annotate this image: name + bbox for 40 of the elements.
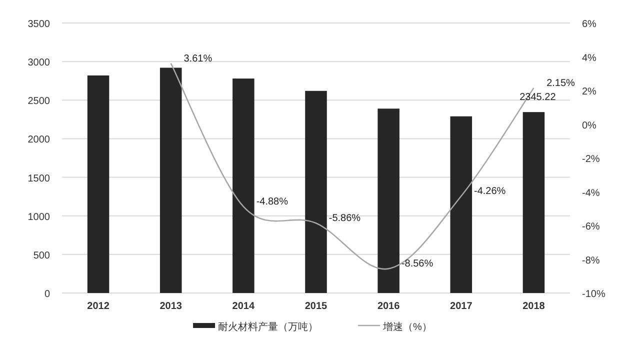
x-tick-label: 2013 [160,301,182,312]
y-tick-label: 1500 [28,173,50,184]
y-tick-label: 500 [33,250,50,262]
legend-label: 增速（%） [382,321,432,333]
x-tick-label: 2017 [450,301,473,312]
y-tick-label: 2000 [28,134,50,146]
x-tick-label: 2012 [87,301,110,312]
y2-tick-label: -8% [582,255,600,266]
bar [160,68,182,293]
y2-tick-label: 6% [582,19,597,30]
y2-tick-label: 2% [582,86,597,98]
y2-tick-label: -2% [582,154,600,165]
data-label: -4.26% [474,186,506,198]
bar [450,116,472,293]
x-tick-label: 2018 [522,301,546,312]
bar [305,90,327,293]
y-tick-label: 3500 [28,19,50,30]
y2-tick-label: -10% [582,289,606,300]
bar [232,78,254,293]
y2-tick-label: 0% [582,120,597,132]
data-label: -8.56% [401,258,434,270]
y2-tick-label: -6% [582,222,600,232]
data-label: -5.86% [328,213,361,224]
y-tick-label: 0 [44,289,50,300]
x-tick-label: 2014 [232,301,255,312]
y2-tick-label: 4% [582,52,597,64]
data-label: 3.61% [184,53,212,64]
legend-label: 耐火材料产量（万吨） [218,321,318,333]
bar [378,108,400,293]
y2-tick-label: -4% [582,188,600,199]
x-tick-label: 2016 [377,301,400,312]
y-tick-label: 3000 [28,58,50,69]
data-label: 2.15% [546,78,576,89]
x-tick-label: 2015 [304,301,328,312]
bar [522,112,545,293]
data-label: -4.88% [256,196,288,208]
data-label: 2345.22 [520,92,556,104]
y-tick-label: 2500 [28,96,50,108]
y-tick-label: 1000 [28,212,50,223]
bar [87,75,110,293]
